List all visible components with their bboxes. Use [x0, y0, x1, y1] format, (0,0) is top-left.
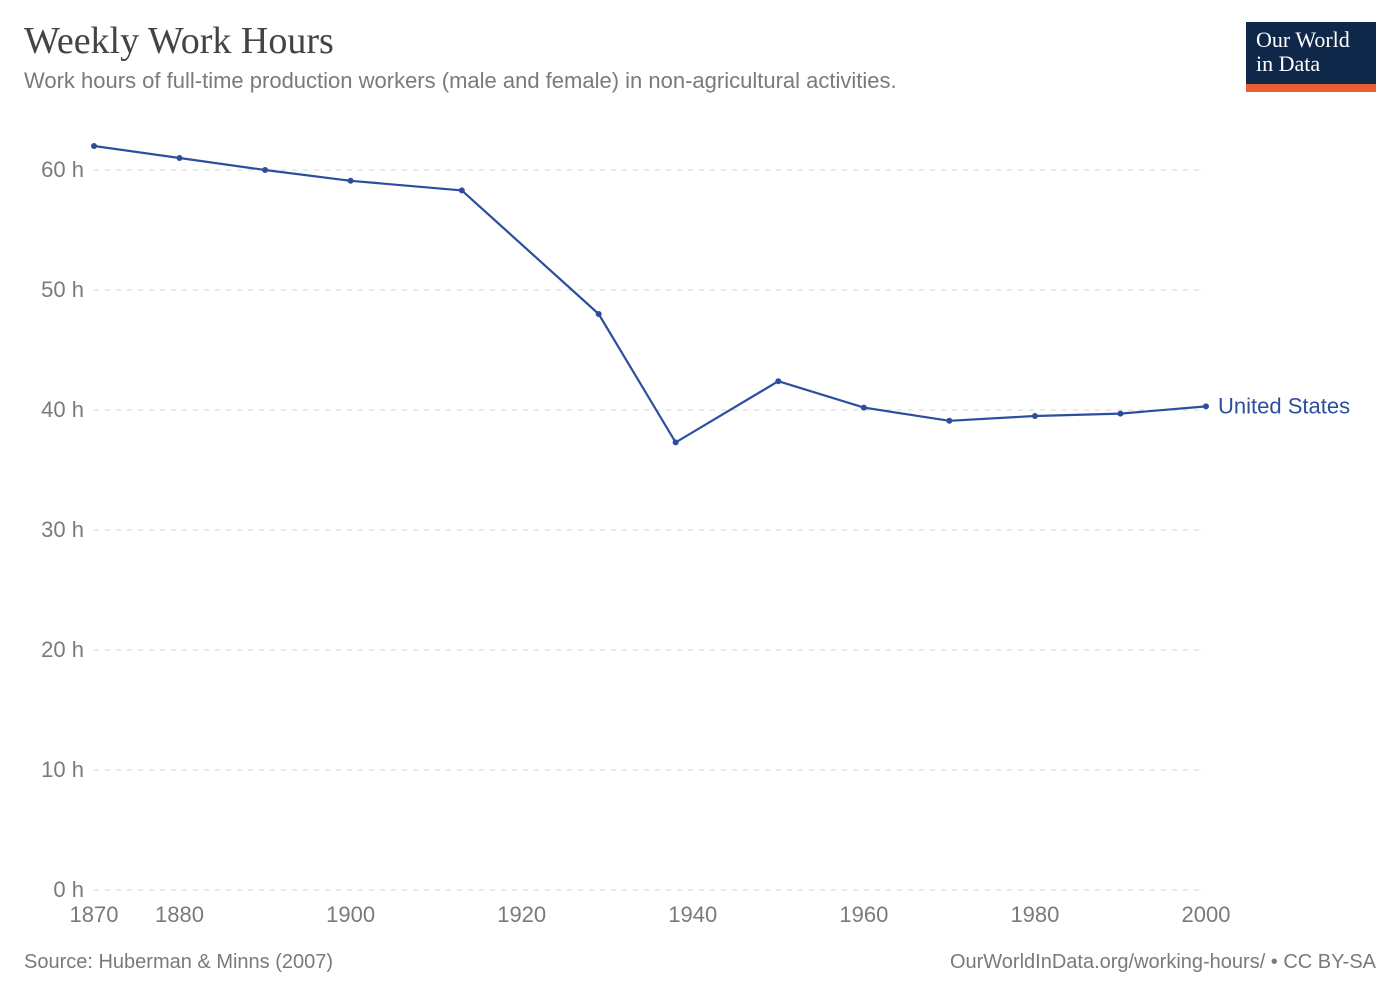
chart-plot-area: 0 h 10 h 20 h 30 h 40 h 50 h 60 h 1870 1880 1900 1…	[24, 110, 1376, 934]
series-point	[1117, 411, 1123, 417]
y-tick-label: 10 h	[41, 757, 84, 782]
series-point	[177, 155, 183, 161]
series-point	[596, 311, 602, 317]
owid-logo: Our World in Data	[1246, 22, 1376, 92]
series-point	[1203, 403, 1209, 409]
y-tick-label: 30 h	[41, 517, 84, 542]
x-tick-label: 1960	[839, 902, 888, 927]
y-tick-label: 60 h	[41, 157, 84, 182]
x-tick-label: 1870	[70, 902, 119, 927]
series-point	[775, 378, 781, 384]
y-tick-label: 40 h	[41, 397, 84, 422]
owid-logo-text: Our World in Data	[1246, 22, 1376, 84]
x-tick-label: 2000	[1182, 902, 1231, 927]
x-tick-label: 1900	[326, 902, 375, 927]
owid-logo-accent	[1246, 84, 1376, 92]
owid-logo-line2: in Data	[1256, 51, 1320, 76]
y-tick-label: 20 h	[41, 637, 84, 662]
chart-title: Weekly Work Hours	[24, 20, 1376, 64]
x-tick-label: 1920	[497, 902, 546, 927]
series-point	[861, 405, 867, 411]
chart-subtitle: Work hours of full-time production worke…	[24, 68, 1376, 94]
owid-logo-line1: Our World	[1256, 27, 1350, 52]
series-point	[946, 418, 952, 424]
chart-svg: 0 h 10 h 20 h 30 h 40 h 50 h 60 h 1870 1880 1900 1…	[24, 110, 1376, 934]
series-point	[459, 187, 465, 193]
series-point	[673, 439, 679, 445]
source-label: Source: Huberman & Minns (2007)	[24, 951, 333, 974]
attribution-label: OurWorldInData.org/working-hours/ • CC B…	[950, 951, 1376, 974]
chart-container: Weekly Work Hours Work hours of full-tim…	[0, 0, 1400, 988]
x-tick-label: 1880	[155, 902, 204, 927]
series-label: United States	[1218, 393, 1350, 418]
series-point	[348, 178, 354, 184]
y-tick-label: 0 h	[53, 877, 84, 902]
series-point	[1032, 413, 1038, 419]
y-tick-label: 50 h	[41, 277, 84, 302]
x-tick-label: 1980	[1010, 902, 1059, 927]
chart-header: Weekly Work Hours Work hours of full-tim…	[24, 20, 1376, 94]
x-tick-label: 1940	[668, 902, 717, 927]
series-line	[94, 146, 1206, 442]
series-point	[262, 167, 268, 173]
chart-footer: Source: Huberman & Minns (2007) OurWorld…	[24, 951, 1376, 974]
series-point	[91, 143, 97, 149]
